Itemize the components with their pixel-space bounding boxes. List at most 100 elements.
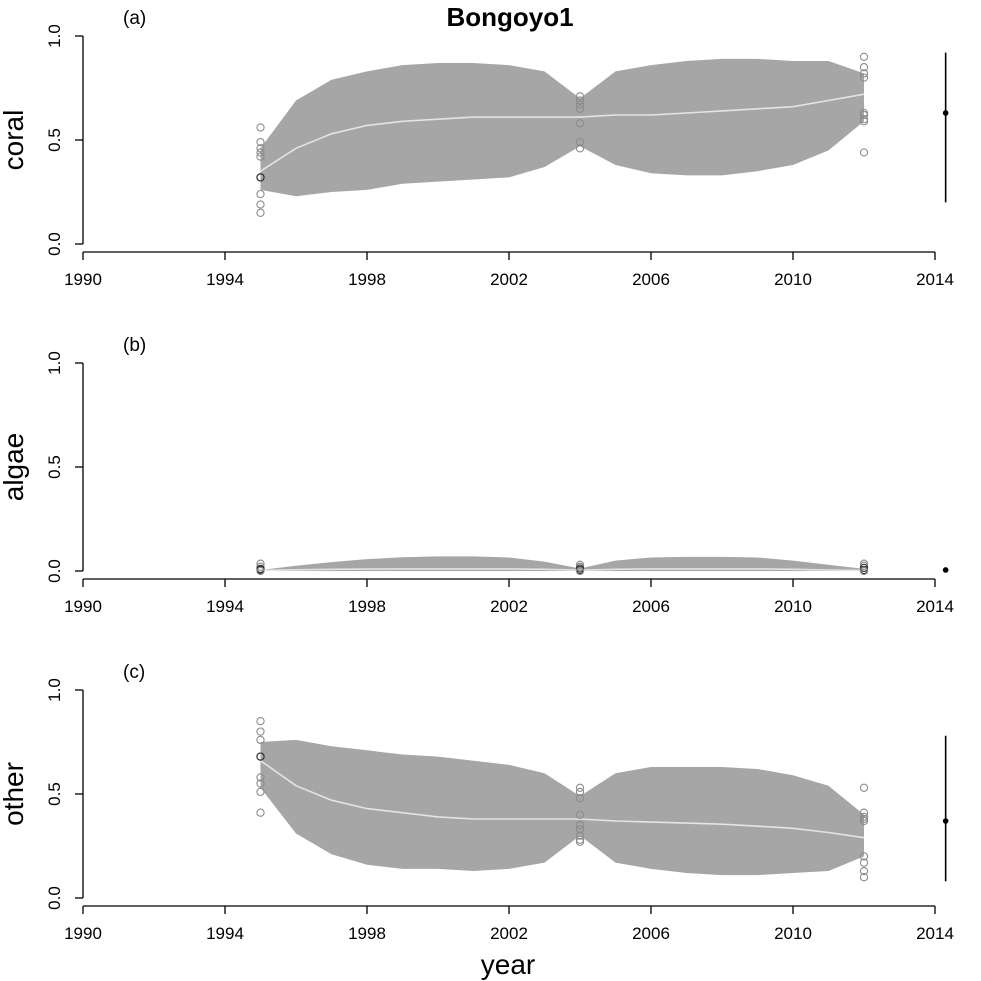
data-point (256, 152, 265, 161)
x-tick-label: 1994 (206, 597, 244, 616)
median-line (260, 93, 865, 172)
data-point (256, 808, 265, 817)
data-point (256, 735, 265, 745)
data-point (859, 873, 869, 882)
y-tick-label: 0.0 (45, 559, 64, 583)
data-point (256, 779, 265, 788)
data-point (859, 858, 869, 867)
data-point (256, 773, 265, 782)
x-tick-label: 2006 (632, 924, 670, 943)
data-point (859, 110, 869, 120)
data-point (859, 63, 869, 72)
panel-coral: 0.0 0.5 1.0 1990 1994 1998 2002 2006 2010 2014 (a)… (0, 8, 954, 289)
data-point (859, 852, 869, 861)
x-tick-label: 2010 (774, 597, 812, 616)
data-point (859, 566, 869, 576)
data-point (575, 821, 585, 830)
y-axis-label: coral (0, 110, 29, 171)
data-point (859, 117, 869, 126)
data-point (859, 866, 869, 876)
data-point (575, 787, 585, 797)
x-tick-label: 2014 (916, 270, 954, 289)
x-tick-label: 1994 (206, 270, 244, 289)
summary-point (942, 110, 949, 116)
x-axis-label: year (481, 949, 535, 980)
data-point (575, 837, 585, 846)
x-tick-label: 1990 (64, 270, 102, 289)
chart-title: Bongoyo1 (446, 2, 573, 32)
data-point (575, 96, 585, 105)
x-tick-label: 2010 (774, 924, 812, 943)
x-tick-label: 2006 (632, 270, 670, 289)
data-point (859, 52, 869, 61)
y-tick-label: 1.0 (45, 351, 64, 375)
x-tick-label: 2002 (490, 597, 528, 616)
x-tick-label: 1994 (206, 924, 244, 943)
credible-band (260, 739, 864, 876)
panel-label: (c) (123, 662, 145, 683)
x-tick-label: 2002 (490, 270, 528, 289)
data-point (256, 137, 265, 147)
data-point (256, 200, 265, 209)
data-point (859, 69, 869, 78)
data-point (575, 92, 585, 101)
y-tick-label: 0.5 (45, 782, 64, 806)
y-tick-label: 0.5 (45, 128, 64, 152)
y-tick-label: 1.0 (45, 24, 64, 48)
data-point (859, 561, 869, 570)
data-point (256, 566, 265, 576)
data-point (575, 831, 585, 840)
panel-algae: 0.0 0.5 1.0 1990 1994 1998 2002 2006 2010 2014 (b)… (0, 335, 954, 616)
data-point (256, 752, 265, 761)
panel-label: (b) (123, 335, 146, 356)
median-line (260, 760, 865, 839)
y-axis-label: other (0, 762, 29, 826)
median-line (260, 568, 865, 572)
summary-point (942, 567, 949, 573)
data-point (575, 144, 585, 153)
y-tick-label: 0.5 (45, 455, 64, 479)
data-point (575, 104, 585, 113)
data-point (575, 100, 585, 109)
data-point (859, 808, 869, 817)
data-point (256, 189, 265, 199)
x-tick-label: 1990 (64, 597, 102, 616)
panel-other: 0.0 0.5 1.0 1990 1994 1998 2002 2006 2010 2014 (c)… (0, 662, 954, 943)
data-point (859, 783, 869, 792)
y-tick-label: 0.0 (45, 232, 64, 256)
data-point (859, 115, 869, 124)
chart-panels: 0.0 0.5 1.0 1990 1994 1998 2002 2006 2010 2014 (a)… (0, 8, 954, 943)
panel-label: (a) (123, 8, 146, 29)
x-tick-label: 1998 (348, 270, 386, 289)
data-point (859, 73, 869, 82)
data-point (256, 717, 265, 726)
x-tick-label: 2002 (490, 924, 528, 943)
data-point (575, 810, 585, 819)
data-point (859, 563, 869, 573)
credible-band (260, 556, 864, 571)
data-point (256, 787, 265, 797)
data-point (575, 119, 585, 128)
data-point (256, 148, 265, 157)
data-point (256, 562, 265, 571)
data-point (256, 727, 265, 736)
data-point (575, 783, 585, 792)
y-tick-label: 1.0 (45, 678, 64, 702)
x-tick-label: 2014 (916, 597, 954, 616)
x-tick-label: 1998 (348, 924, 386, 943)
data-point (256, 173, 265, 182)
credible-band (260, 58, 864, 197)
y-axis-label: algae (0, 433, 29, 502)
data-point (859, 816, 869, 826)
data-point (575, 566, 585, 576)
x-tick-label: 1998 (348, 597, 386, 616)
x-tick-label: 2006 (632, 597, 670, 616)
data-point (575, 794, 585, 803)
data-point (256, 208, 265, 217)
data-point (256, 123, 265, 132)
summary-point (942, 818, 949, 824)
data-point (859, 812, 869, 822)
x-tick-label: 1990 (64, 924, 102, 943)
data-point (859, 148, 869, 157)
